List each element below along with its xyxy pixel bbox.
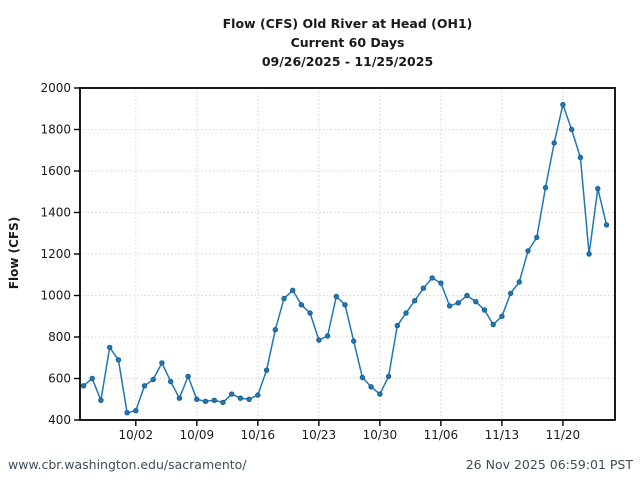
svg-text:11/06: 11/06 [424,428,459,442]
chart-subtitle: Current 60 Days [290,35,405,50]
svg-text:1000: 1000 [40,289,71,303]
svg-text:2000: 2000 [40,81,71,95]
svg-text:400: 400 [48,413,71,427]
x-tick-labels: 10/02 10/09 10/16 10/23 10/30 11/06 11/13 11/20 [119,428,581,442]
flow-line [82,103,608,414]
svg-text:1600: 1600 [40,164,71,178]
svg-text:800: 800 [48,330,71,344]
footer-timestamp: 26 Nov 2025 06:59:01 PST [465,457,633,472]
svg-text:600: 600 [48,372,71,386]
chart-header: Flow (CFS) Old River at Head (OH1) Curre… [80,14,615,71]
footer-url: www.cbr.washington.edu/sacramento/ [8,457,247,472]
chart-date-range: 09/26/2025 - 11/25/2025 [261,54,434,69]
svg-text:10/02: 10/02 [119,428,154,442]
chart-title: Flow (CFS) Old River at Head (OH1) [222,16,473,31]
svg-text:1400: 1400 [40,206,71,220]
svg-text:1800: 1800 [40,123,71,137]
axis-ticks [74,87,564,426]
svg-text:10/23: 10/23 [302,428,337,442]
plot-border [79,87,616,421]
svg-text:11/20: 11/20 [546,428,581,442]
svg-text:1200: 1200 [40,247,71,261]
y-tick-labels: 400 600 800 1000 1200 1400 1600 1800 2000 [40,81,71,427]
data-points [80,101,610,416]
gridlines [80,88,615,420]
svg-text:10/09: 10/09 [180,428,215,442]
svg-text:10/30: 10/30 [363,428,398,442]
svg-text:11/13: 11/13 [485,428,520,442]
svg-text:10/16: 10/16 [241,428,276,442]
